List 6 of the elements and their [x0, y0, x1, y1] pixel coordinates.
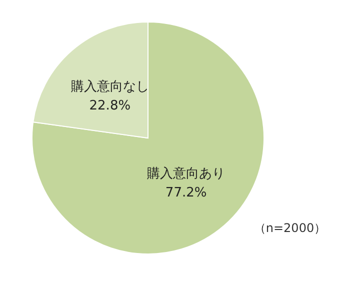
slice-label: 購入意向あり: [147, 166, 226, 182]
data-label: 22.8%: [89, 98, 131, 114]
pie-slice: [32, 22, 264, 254]
data-label: 77.2%: [165, 186, 207, 201]
slice-label: 購入意向なし: [70, 79, 149, 94]
text: （n=2000）: [254, 221, 326, 235]
